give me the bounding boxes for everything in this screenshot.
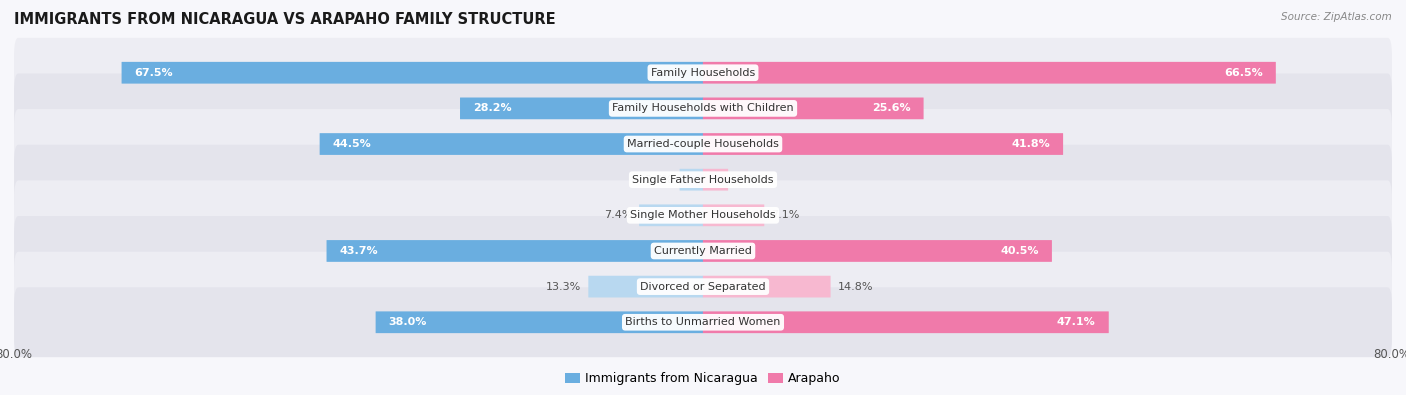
Text: Currently Married: Currently Married	[654, 246, 752, 256]
FancyBboxPatch shape	[703, 62, 1275, 84]
Text: 47.1%: 47.1%	[1057, 317, 1095, 327]
Text: 38.0%: 38.0%	[388, 317, 427, 327]
Text: Divorced or Separated: Divorced or Separated	[640, 282, 766, 292]
Text: Source: ZipAtlas.com: Source: ZipAtlas.com	[1281, 12, 1392, 22]
Text: 43.7%: 43.7%	[340, 246, 378, 256]
FancyBboxPatch shape	[640, 205, 703, 226]
Text: Married-couple Households: Married-couple Households	[627, 139, 779, 149]
FancyBboxPatch shape	[14, 109, 1392, 179]
Text: 25.6%: 25.6%	[872, 103, 911, 113]
Text: Family Households: Family Households	[651, 68, 755, 78]
FancyBboxPatch shape	[703, 98, 924, 119]
FancyBboxPatch shape	[14, 145, 1392, 214]
FancyBboxPatch shape	[14, 287, 1392, 357]
FancyBboxPatch shape	[375, 311, 703, 333]
FancyBboxPatch shape	[703, 311, 1109, 333]
FancyBboxPatch shape	[703, 133, 1063, 155]
Text: 7.1%: 7.1%	[770, 210, 800, 220]
FancyBboxPatch shape	[679, 169, 703, 190]
Text: 7.4%: 7.4%	[605, 210, 633, 220]
FancyBboxPatch shape	[14, 73, 1392, 143]
FancyBboxPatch shape	[460, 98, 703, 119]
Text: 13.3%: 13.3%	[547, 282, 582, 292]
FancyBboxPatch shape	[326, 240, 703, 262]
Text: 41.8%: 41.8%	[1011, 139, 1050, 149]
Text: 66.5%: 66.5%	[1225, 68, 1263, 78]
FancyBboxPatch shape	[319, 133, 703, 155]
Text: 2.9%: 2.9%	[735, 175, 763, 185]
Legend: Immigrants from Nicaragua, Arapaho: Immigrants from Nicaragua, Arapaho	[561, 367, 845, 390]
Text: Births to Unmarried Women: Births to Unmarried Women	[626, 317, 780, 327]
FancyBboxPatch shape	[703, 240, 1052, 262]
Text: Single Mother Households: Single Mother Households	[630, 210, 776, 220]
Text: 2.7%: 2.7%	[644, 175, 673, 185]
Text: 14.8%: 14.8%	[838, 282, 873, 292]
FancyBboxPatch shape	[14, 252, 1392, 322]
Text: 44.5%: 44.5%	[333, 139, 371, 149]
Text: 40.5%: 40.5%	[1000, 246, 1039, 256]
Text: 28.2%: 28.2%	[472, 103, 512, 113]
FancyBboxPatch shape	[703, 276, 831, 297]
FancyBboxPatch shape	[588, 276, 703, 297]
FancyBboxPatch shape	[14, 38, 1392, 108]
Text: 67.5%: 67.5%	[135, 68, 173, 78]
FancyBboxPatch shape	[121, 62, 703, 84]
Text: IMMIGRANTS FROM NICARAGUA VS ARAPAHO FAMILY STRUCTURE: IMMIGRANTS FROM NICARAGUA VS ARAPAHO FAM…	[14, 12, 555, 27]
FancyBboxPatch shape	[703, 205, 765, 226]
FancyBboxPatch shape	[703, 169, 728, 190]
Text: Single Father Households: Single Father Households	[633, 175, 773, 185]
FancyBboxPatch shape	[14, 216, 1392, 286]
FancyBboxPatch shape	[14, 181, 1392, 250]
Text: Family Households with Children: Family Households with Children	[612, 103, 794, 113]
